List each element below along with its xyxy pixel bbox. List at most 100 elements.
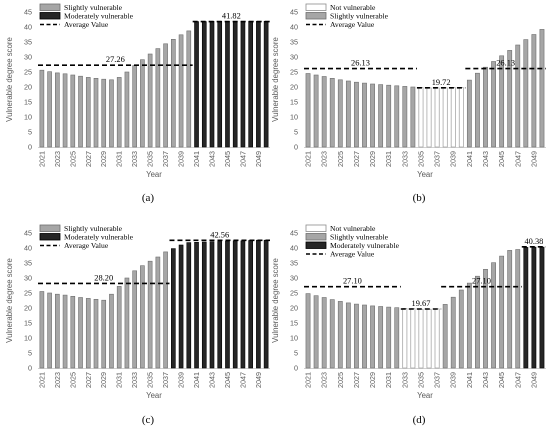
y-tick-label: 5 <box>294 349 298 358</box>
bar-2027 <box>354 303 359 369</box>
x-tick-label: 2039 <box>449 151 458 167</box>
bar-2027 <box>354 81 359 148</box>
bar-2046 <box>507 250 513 369</box>
bar-2021 <box>39 69 45 148</box>
legend-swatch <box>39 12 61 20</box>
y-tick-label: 30 <box>290 53 298 62</box>
x-tick-label: 2041 <box>465 151 474 167</box>
y-tick-label: 0 <box>294 143 298 152</box>
average-value-label: 19.67 <box>412 299 431 308</box>
y-tick-label: 25 <box>24 68 32 77</box>
y-tick-label: 25 <box>24 289 32 298</box>
bar-2031 <box>386 84 392 148</box>
legend-swatch <box>305 12 327 20</box>
x-tick-label: 2029 <box>99 372 108 388</box>
bar-2023 <box>55 72 60 148</box>
bar-2042 <box>475 72 480 148</box>
legend-swatch <box>305 241 327 249</box>
legend-label: Moderately vulnerable <box>330 241 400 250</box>
x-tick-label: 2023 <box>53 372 62 388</box>
bar-2022 <box>313 295 319 369</box>
bar-2036 <box>155 48 161 148</box>
bar-2035 <box>147 53 153 148</box>
y-tick-label: 35 <box>290 38 298 47</box>
average-value-label: 26.13 <box>351 59 370 68</box>
x-tick-label: 2045 <box>223 372 232 388</box>
bar-2024 <box>62 294 68 369</box>
y-tick-label: 45 <box>290 8 298 17</box>
x-tick-label: 2047 <box>238 151 247 167</box>
bar-2046 <box>232 20 238 148</box>
y-tick-label: 15 <box>24 98 32 107</box>
bar-2032 <box>124 71 130 148</box>
bar-2033 <box>132 270 137 369</box>
y-tick-label: 45 <box>24 8 32 17</box>
legend-label: Not vulnerable <box>330 224 376 233</box>
x-tick-label: 2033 <box>130 372 139 388</box>
x-tick-label: 2031 <box>115 372 124 388</box>
y-tick-label: 45 <box>290 229 298 238</box>
bar-2037 <box>434 87 440 148</box>
y-tick-label: 0 <box>28 143 32 152</box>
legend-label: Average Value <box>64 20 109 29</box>
bar-2029 <box>101 78 107 148</box>
bar-2033 <box>402 86 408 148</box>
legend-label: Moderately vulnerable <box>64 12 134 21</box>
bar-2038 <box>442 87 448 148</box>
bar-2027 <box>85 77 91 148</box>
x-tick-label: 2029 <box>368 372 377 388</box>
average-value-label: 41.82 <box>222 12 241 21</box>
y-axis-title: Vulnerable degree score <box>271 258 280 343</box>
y-tick-label: 30 <box>24 274 32 283</box>
x-tick-label: 2033 <box>130 151 139 167</box>
bar-2043 <box>483 66 488 148</box>
bar-2045 <box>225 240 230 369</box>
bar-2025 <box>337 79 343 148</box>
bar-2033 <box>132 65 137 148</box>
y-tick-label: 15 <box>24 319 32 328</box>
y-tick-label: 20 <box>290 304 298 313</box>
y-tick-label: 15 <box>290 319 298 328</box>
x-tick-label: 2027 <box>84 372 93 388</box>
legend-swatch <box>39 233 61 241</box>
x-tick-label: 2031 <box>384 372 393 388</box>
y-tick-label: 25 <box>290 289 298 298</box>
x-tick-label: 2021 <box>37 372 46 388</box>
bar-2046 <box>232 240 238 369</box>
bar-2023 <box>321 297 327 369</box>
bar-2029 <box>370 305 375 369</box>
y-tick-label: 40 <box>24 244 32 253</box>
bar-2040 <box>458 87 464 148</box>
x-tick-label: 2039 <box>177 372 186 388</box>
y-tick-label: 35 <box>290 259 298 268</box>
bar-2032 <box>394 307 400 369</box>
bar-2048 <box>523 39 529 148</box>
bar-2034 <box>410 86 416 148</box>
y-tick-label: 20 <box>24 304 32 313</box>
x-tick-label: 2035 <box>146 372 155 388</box>
y-tick-label: 0 <box>294 364 298 373</box>
x-tick-label: 2047 <box>513 372 522 388</box>
bar-2041 <box>194 21 199 148</box>
x-tick-label: 2031 <box>115 151 124 167</box>
bar-2050 <box>539 29 545 148</box>
bar-2050 <box>539 246 545 369</box>
bar-2044 <box>217 241 223 369</box>
bar-2034 <box>410 308 416 369</box>
bar-2026 <box>78 297 83 369</box>
bar-2028 <box>93 298 99 369</box>
x-tick-label: 2033 <box>400 151 409 167</box>
x-tick-label: 2043 <box>481 372 490 388</box>
legend-swatch <box>305 233 327 241</box>
y-tick-label: 10 <box>24 113 32 122</box>
x-tick-label: 2027 <box>84 151 93 167</box>
bar-2034 <box>140 59 145 148</box>
bar-2042 <box>201 21 207 148</box>
bar-2024 <box>329 299 335 369</box>
bar-2037 <box>163 43 168 148</box>
average-value-label: 40.38 <box>524 237 543 246</box>
bar-2035 <box>418 308 424 369</box>
